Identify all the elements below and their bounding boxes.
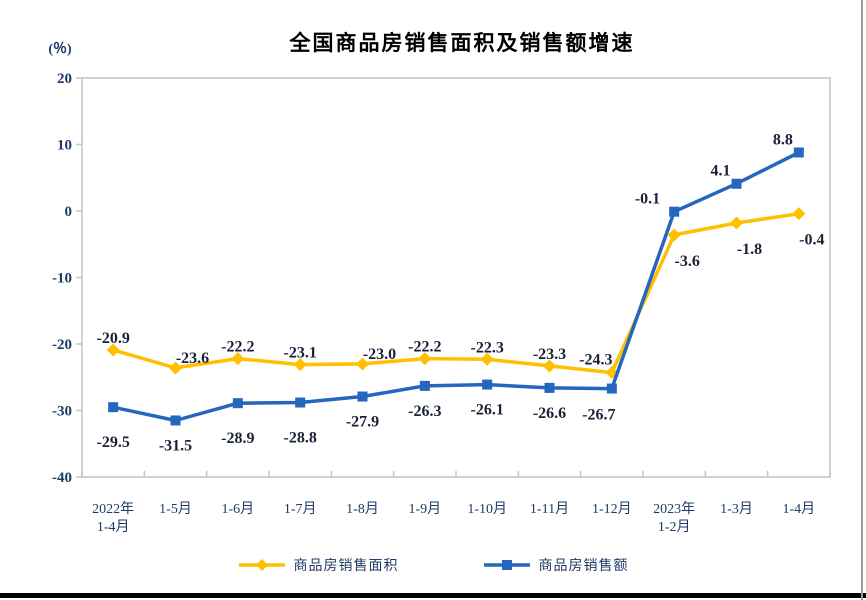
square-marker	[170, 415, 181, 426]
legend-label-sales-value: 商品房销售额	[538, 559, 629, 574]
x-axis-label: 1-5月	[159, 501, 192, 517]
data-label: -22.2	[221, 339, 254, 356]
square-marker	[669, 206, 680, 217]
data-label: -23.0	[363, 346, 396, 363]
data-label: -23.3	[533, 346, 566, 363]
square-marker	[295, 397, 306, 408]
y-axis-tick-label: -10	[52, 271, 72, 287]
data-label: -24.3	[579, 352, 612, 369]
data-label: -22.3	[471, 339, 504, 356]
series-line-0	[111, 211, 801, 375]
data-label: -1.8	[737, 241, 762, 258]
chart-title: 全国商品房销售面积及销售额增速	[289, 32, 635, 55]
data-label: -27.9	[346, 414, 379, 431]
y-axis-tick-label: -30	[52, 404, 72, 420]
bottom-border-bar	[0, 593, 866, 598]
square-marker	[108, 402, 119, 413]
data-label: -23.6	[176, 350, 209, 367]
square-marker	[544, 382, 555, 393]
data-label: -31.5	[159, 437, 192, 454]
series-line-1	[111, 150, 801, 423]
x-axis-label: 1-7月	[284, 501, 317, 517]
y-axis-tick-label: -20	[52, 337, 72, 353]
x-axis-label: 1-10月	[467, 501, 507, 517]
diamond-marker	[792, 207, 806, 221]
y-axis-tick-label: -40	[52, 470, 72, 486]
data-label: -28.8	[284, 430, 317, 447]
diamond-marker	[480, 352, 494, 366]
x-axis-label: 2023年 1-2月	[653, 501, 695, 535]
y-axis-tick-label: 20	[57, 71, 72, 87]
x-axis-label: 1-3月	[720, 501, 753, 517]
diamond-marker	[418, 352, 432, 366]
data-label: -26.1	[471, 402, 504, 419]
diamond-marker	[667, 228, 681, 242]
data-label: -26.3	[408, 403, 441, 420]
diamond-marker	[356, 357, 369, 371]
data-label: -0.1	[635, 191, 660, 208]
legend-item-sales-value: 商品房销售额	[483, 555, 629, 575]
y-axis-tick-label: 10	[57, 138, 72, 154]
x-axis-label: 1-6月	[221, 501, 254, 517]
data-label: 4.1	[711, 163, 731, 180]
right-edge-line	[861, 0, 863, 600]
x-axis-label: 1-11月	[530, 501, 569, 517]
diamond-marker	[169, 361, 182, 375]
x-axis-label: 2022年 1-4月	[92, 501, 134, 535]
data-label: -0.4	[799, 232, 824, 249]
x-axis-label: 1-9月	[408, 501, 441, 517]
legend-line-diamond-icon	[238, 559, 285, 571]
diamond-marker	[543, 359, 556, 373]
data-label: -3.6	[675, 253, 700, 270]
data-label: -20.9	[97, 330, 130, 347]
x-axis-label: 1-12月	[592, 501, 632, 517]
plot-border	[81, 77, 831, 478]
square-marker	[357, 391, 368, 402]
square-marker	[232, 398, 243, 409]
data-label: -23.1	[284, 345, 317, 362]
legend-item-sales-area: 商品房销售面积	[238, 555, 399, 575]
square-marker	[606, 383, 617, 394]
y-axis-unit-label: (％)	[48, 42, 72, 57]
line-chart-plot-area: 20 10 0 -10 -20 -30 -40 2022年 1-4月 1-5月 1-6月 1-7月 1-…	[52, 71, 831, 535]
x-axis-label: 1-8月	[346, 501, 379, 517]
x-axis-label: 1-4月	[782, 501, 815, 517]
chart-legend: 商品房销售面积 商品房销售额	[0, 553, 866, 577]
square-marker	[419, 380, 430, 391]
data-label: -28.9	[221, 430, 254, 447]
square-marker	[731, 178, 742, 189]
data-label: -22.2	[408, 339, 441, 356]
legend-line-square-icon	[483, 560, 530, 570]
data-label: 8.8	[773, 131, 793, 148]
diamond-marker	[106, 343, 120, 357]
data-label: -26.6	[533, 405, 566, 422]
diamond-marker	[231, 352, 245, 366]
data-label: -29.5	[97, 434, 130, 451]
diamond-marker	[293, 358, 307, 372]
y-axis-tick-label: 0	[65, 204, 73, 220]
data-label: -26.7	[582, 407, 615, 424]
legend-label-sales-area: 商品房销售面积	[293, 559, 399, 574]
square-marker	[793, 147, 804, 158]
diamond-marker	[730, 216, 743, 230]
square-marker	[482, 379, 493, 390]
